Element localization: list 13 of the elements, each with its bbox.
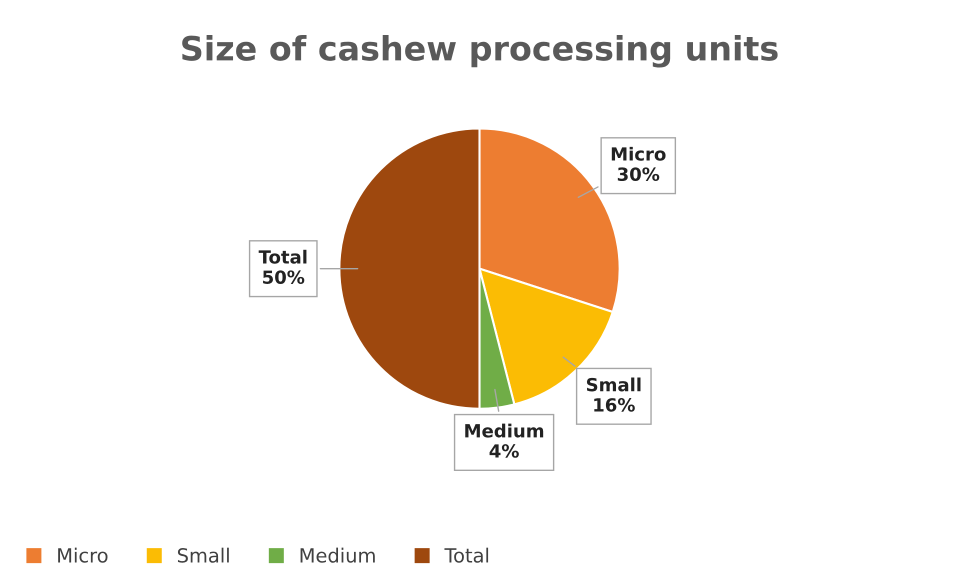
data-label: 50% (263, 270, 304, 284)
data-label: 30% (618, 167, 660, 182)
legend-label: Micro (58, 548, 108, 563)
slice-label: Small (586, 378, 640, 392)
slice-label: Total (258, 250, 306, 264)
slice-label: Medium (465, 424, 544, 438)
data-label: 4% (490, 444, 519, 458)
chart-title: Size of cashew processing units (182, 35, 778, 68)
legend-label: Small (178, 548, 229, 563)
legend-label: Total (444, 548, 488, 563)
legend-label: Medium (300, 548, 375, 563)
slice-label: Micro (612, 146, 666, 161)
data-label: 16% (594, 398, 635, 412)
